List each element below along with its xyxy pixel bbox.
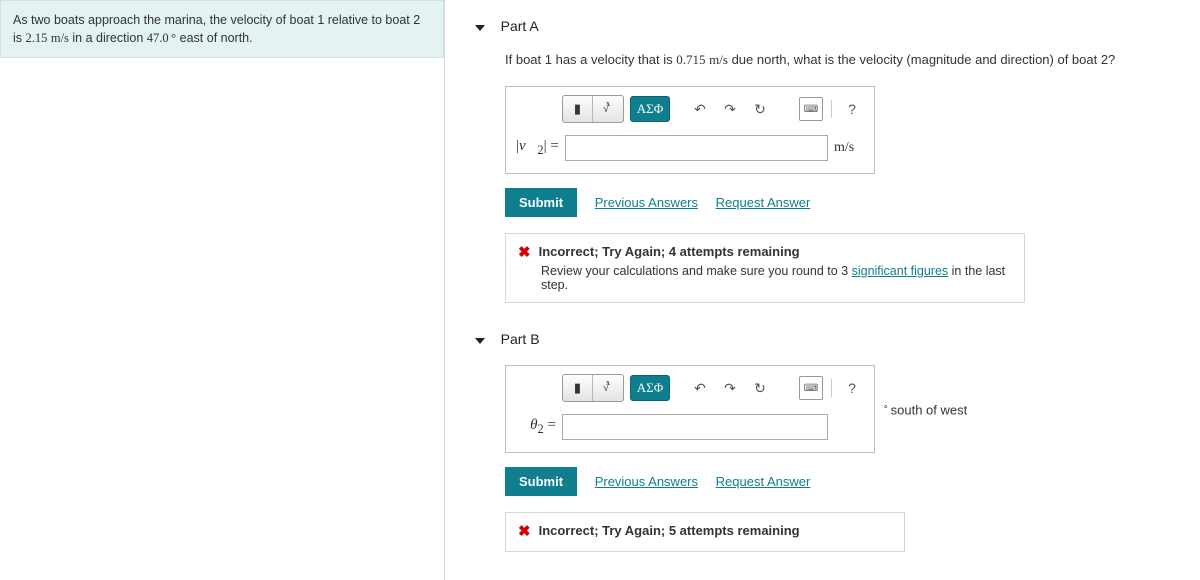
greek-button[interactable]: ΑΣΦ: [630, 375, 670, 401]
rect-template-icon[interactable]: ▮: [563, 96, 593, 122]
angle-unit-spacer: [834, 419, 864, 435]
reset-icon[interactable]: ↻: [748, 376, 772, 400]
error-icon: ✖: [518, 523, 531, 541]
answer-box-b: ▮ √x ΑΣΦ ↶ ↷ ↻ ⌨: [505, 365, 875, 453]
sig-figures-link[interactable]: significant figures: [852, 264, 949, 278]
redo-icon[interactable]: ↷: [718, 97, 742, 121]
template-buttons: ▮ √x: [562, 374, 624, 402]
feedback-a: ✖ Incorrect; Try Again; 4 attempts remai…: [505, 233, 1025, 303]
toolbar-b: ▮ √x ΑΣΦ ↶ ↷ ↻ ⌨: [506, 366, 874, 406]
angle-input[interactable]: [562, 414, 828, 440]
problem-velocity-unit: m/s: [51, 31, 69, 45]
part-a: Part A If boat 1 has a velocity that is …: [475, 18, 1170, 303]
rect-template-icon[interactable]: ▮: [563, 375, 593, 401]
problem-statement: As two boats approach the marina, the ve…: [0, 0, 444, 58]
request-answer-link-b[interactable]: Request Answer: [716, 474, 811, 489]
redo-icon[interactable]: ↷: [718, 376, 742, 400]
part-b-title: Part B: [501, 331, 540, 347]
part-a-question: If boat 1 has a velocity that is 0.715 m…: [505, 52, 1170, 68]
problem-velocity: 2.15: [26, 31, 48, 45]
feedback-sub-a: Review your calculations and make sure y…: [541, 264, 1012, 292]
chevron-down-icon: [475, 338, 485, 344]
magnitude-label: |v⃗2| =: [516, 138, 559, 158]
submit-button-a[interactable]: Submit: [505, 188, 577, 217]
angle-unit: ∘south of west: [883, 401, 967, 417]
error-icon: ✖: [518, 244, 531, 262]
chevron-down-icon: [475, 25, 485, 31]
template-buttons: ▮ √x: [562, 95, 624, 123]
toolbar-a: ▮ √x ΑΣΦ ↶ ↷ ↻ ⌨ ?: [506, 87, 874, 127]
feedback-title-a: Incorrect; Try Again; 4 attempts remaini…: [539, 244, 800, 259]
answer-box-a: ▮ √x ΑΣΦ ↶ ↷ ↻ ⌨ ?: [505, 86, 875, 174]
problem-mid: in a direction: [72, 31, 146, 45]
magnitude-input[interactable]: [565, 135, 828, 161]
submit-button-b[interactable]: Submit: [505, 467, 577, 496]
feedback-b: ✖ Incorrect; Try Again; 5 attempts remai…: [505, 512, 905, 552]
keyboard-icon[interactable]: ⌨: [799, 376, 823, 400]
reset-icon[interactable]: ↻: [748, 97, 772, 121]
fraction-root-icon[interactable]: √x: [593, 96, 623, 122]
problem-angle: 47.0: [147, 31, 169, 45]
part-b: Part B ▮ √x ΑΣΦ: [475, 331, 1170, 552]
previous-answers-link-b[interactable]: Previous Answers: [595, 474, 698, 489]
help-icon[interactable]: ?: [840, 97, 864, 121]
part-a-header[interactable]: Part A: [475, 18, 1170, 34]
fraction-root-icon[interactable]: √x: [593, 375, 623, 401]
problem-trail: east of north.: [180, 31, 253, 45]
undo-icon[interactable]: ↶: [688, 97, 712, 121]
keyboard-icon[interactable]: ⌨: [799, 97, 823, 121]
greek-button[interactable]: ΑΣΦ: [630, 96, 670, 122]
part-a-title: Part A: [501, 18, 539, 34]
undo-icon[interactable]: ↶: [688, 376, 712, 400]
request-answer-link-a[interactable]: Request Answer: [716, 195, 811, 210]
magnitude-unit: m/s: [834, 140, 864, 156]
part-b-header[interactable]: Part B: [475, 331, 1170, 347]
feedback-title-b: Incorrect; Try Again; 5 attempts remaini…: [539, 523, 800, 538]
help-icon[interactable]: ?: [840, 376, 864, 400]
angle-label: θ2 =: [516, 417, 556, 437]
previous-answers-link-a[interactable]: Previous Answers: [595, 195, 698, 210]
